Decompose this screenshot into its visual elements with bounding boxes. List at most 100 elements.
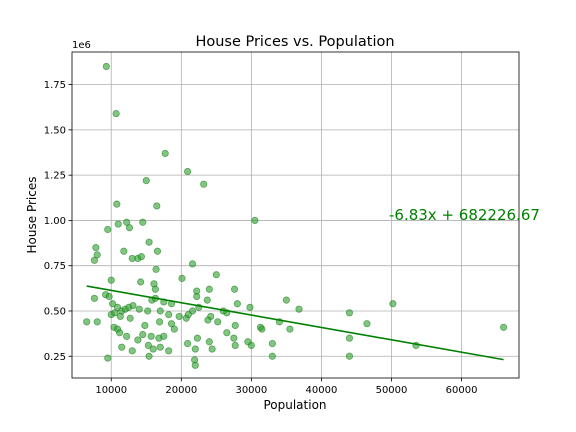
data-point [259,326,265,332]
y-tick-label: 1.50 [44,125,66,136]
x-tick-label: 50000 [376,385,408,396]
data-point [247,304,253,310]
data-point [189,261,195,267]
data-point [171,326,177,332]
data-point [390,301,396,307]
data-point [121,248,127,254]
data-point [127,315,133,321]
data-point [252,217,258,223]
x-tick-label: 20000 [165,385,197,396]
y-axis-label: House Prices [25,177,39,254]
data-point [346,335,352,341]
data-point [91,295,97,301]
data-point [165,311,171,317]
y-tick-label: 1.00 [44,216,66,227]
data-point [91,257,97,263]
data-point [116,330,122,336]
chart-title: House Prices vs. Population [195,34,394,50]
data-point [206,286,212,292]
data-point [500,324,506,330]
data-point [192,346,198,352]
data-point [215,319,221,325]
regression-equation: -6.83x + 682226.67 [389,206,540,224]
data-point [93,244,99,250]
data-point [150,346,156,352]
data-point [153,266,159,272]
data-point [231,286,237,292]
data-point [176,313,182,319]
data-point [135,337,141,343]
data-point [144,308,150,314]
data-point [142,322,148,328]
data-point [154,248,160,254]
data-point [130,302,136,308]
data-point [105,355,111,361]
data-point [364,320,370,326]
data-point [113,110,119,116]
data-point [206,339,212,345]
y-tick-label: 0.25 [44,352,66,363]
data-point [94,319,100,325]
data-point [84,319,90,325]
data-point [184,168,190,174]
data-point [103,63,109,69]
data-point [123,333,129,339]
data-point [245,339,251,345]
data-point [161,333,167,339]
data-point [136,306,142,312]
data-point [184,340,190,346]
y-tick-label: 1.75 [44,80,66,91]
data-point [205,317,211,323]
data-point [148,333,154,339]
data-point [162,150,168,156]
data-point [346,353,352,359]
data-point [269,340,275,346]
data-point [287,326,293,332]
data-point [157,344,163,350]
data-point [152,286,158,292]
data-point [126,224,132,230]
data-point [296,306,302,312]
data-point [192,362,198,368]
y-axis-offset-label: 1e6 [72,40,91,51]
data-point [154,203,160,209]
data-point [114,201,120,207]
x-tick-label: 40000 [306,385,338,396]
data-point [165,348,171,354]
data-point [185,311,191,317]
data-point [115,221,121,227]
data-point [201,181,207,187]
data-point [143,177,149,183]
data-point [194,335,200,341]
x-tick-label: 10000 [95,385,127,396]
data-point [129,348,135,354]
data-point [194,293,200,299]
data-point [105,226,111,232]
data-point [119,344,125,350]
y-tick-label: 0.50 [44,306,66,317]
data-point [224,330,230,336]
data-point [157,308,163,314]
data-point [231,335,237,341]
data-point [117,313,123,319]
data-point [108,277,114,283]
y-tick-label: 0.75 [44,261,66,272]
data-point [140,219,146,225]
x-tick-label: 60000 [446,385,478,396]
data-point [146,239,152,245]
data-point [137,279,143,285]
x-axis-label: Population [263,398,326,412]
x-tick-label: 30000 [235,385,267,396]
data-point [346,310,352,316]
data-point [204,297,210,303]
data-point [209,346,215,352]
data-point [213,272,219,278]
data-point [283,297,289,303]
data-point [156,319,162,325]
data-point [140,331,146,337]
data-point [269,353,275,359]
data-point [138,253,144,259]
data-point [106,293,112,299]
data-point [232,322,238,328]
